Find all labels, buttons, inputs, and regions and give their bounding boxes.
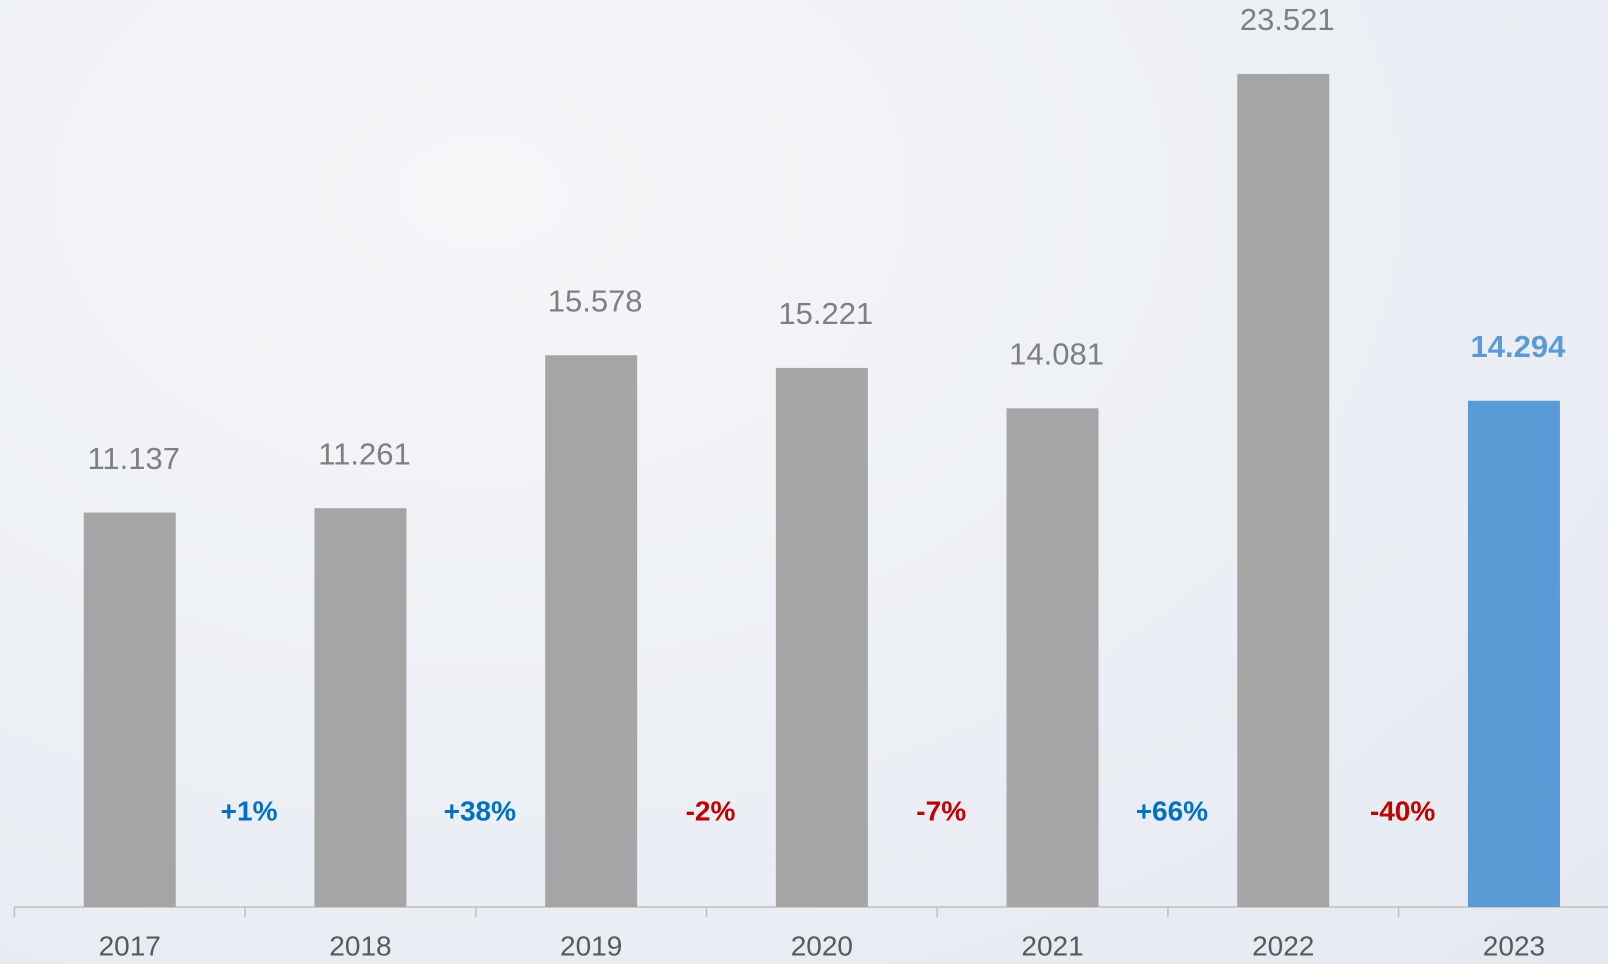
x-tick-label: 2020 [791,930,853,961]
bar [1237,74,1329,907]
bar [1468,401,1560,907]
bar [1007,408,1099,907]
x-tick-label: 2022 [1252,930,1314,961]
x-tick-label: 2018 [329,930,391,961]
bar [314,508,406,907]
value-label: 14.081 [1009,336,1104,371]
change-label: +38% [444,795,516,826]
change-label: -40% [1370,795,1435,826]
value-label: 11.137 [87,441,180,476]
value-label: 23.521 [1240,2,1335,37]
change-label: +1% [221,795,278,826]
bar [776,368,868,907]
x-tick-label: 2017 [99,930,161,961]
value-label: 14.294 [1471,329,1567,364]
change-label: +66% [1136,795,1208,826]
change-label: -2% [686,795,736,826]
chart: 2017 11.137 2018 11.261 2019 15.578 2020 15.221… [0,0,1608,964]
value-label: 11.261 [318,436,411,471]
change-label: -7% [916,795,966,826]
x-tick-label: 2023 [1483,930,1545,961]
bar [545,355,637,907]
value-label: 15.578 [548,283,643,318]
x-tick-label: 2021 [1021,930,1083,961]
page: 2017 11.137 2018 11.261 2019 15.578 2020 15.221… [0,0,1608,964]
bar [84,513,176,907]
x-tick-label: 2019 [560,930,622,961]
value-label: 15.221 [778,296,873,331]
